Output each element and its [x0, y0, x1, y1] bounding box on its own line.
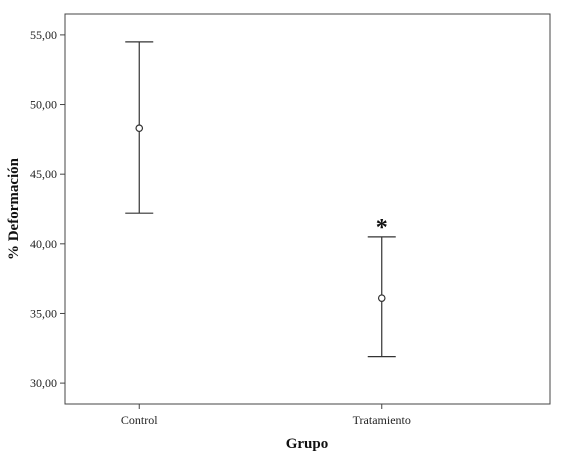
- x-tick-label: Control: [121, 413, 158, 427]
- y-tick-label: 45,00: [30, 167, 57, 181]
- significance-asterisk: *: [376, 215, 388, 241]
- y-tick-label: 40,00: [30, 237, 57, 251]
- mean-point: [135, 124, 144, 133]
- y-tick-label: 35,00: [30, 306, 57, 320]
- y-axis-title: % Deformación: [6, 157, 22, 260]
- data-marks: *: [125, 41, 396, 358]
- x-axis-title: Grupo: [286, 436, 329, 452]
- y-tick-label: 55,00: [30, 28, 57, 42]
- y-axis: 30,00 35,00 40,00 45,00 50,00 55,00: [30, 28, 65, 390]
- mean-point: [377, 294, 386, 302]
- plot-frame: [64, 13, 551, 405]
- y-tick-label: 50,00: [30, 98, 57, 112]
- y-tick-label: 30,00: [30, 376, 57, 390]
- x-axis: Control Tratamiento: [121, 404, 411, 427]
- x-tick-label: Tratamiento: [353, 413, 411, 427]
